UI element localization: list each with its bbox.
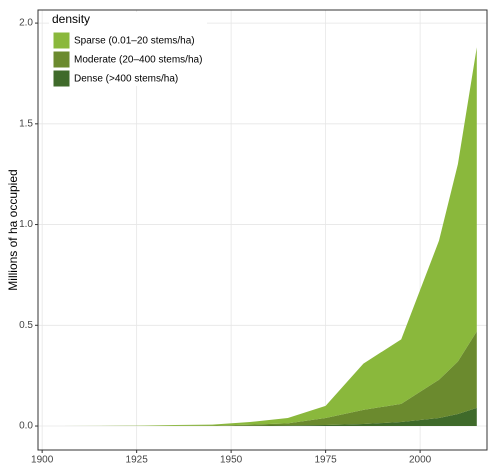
area	[61, 47, 477, 427]
y-axis-label: Millions of ha occupied	[6, 169, 20, 290]
legend-label: Moderate (20–400 stems/ha)	[74, 55, 202, 66]
area	[61, 331, 477, 427]
legend-label: Dense (>400 stems/ha)	[74, 74, 178, 85]
x-tick-label: 1900	[31, 455, 54, 466]
y-tick-label: 2.0	[19, 18, 33, 29]
legend-key	[52, 50, 71, 69]
y-tick-label: 1.5	[19, 118, 33, 129]
area	[61, 407, 477, 427]
x-tick-label: 1975	[314, 455, 337, 466]
legend-key	[52, 69, 71, 88]
y-tick-label: 1.0	[19, 219, 33, 230]
legend-title: density	[52, 12, 90, 26]
legend-label: Sparse (0.01–20 stems/ha)	[74, 36, 195, 47]
x-tick-label: 1950	[220, 455, 243, 466]
legend-key	[52, 31, 71, 50]
x-tick-label: 1925	[126, 455, 149, 466]
y-tick-label: 0.0	[19, 421, 33, 432]
legend-box	[49, 12, 207, 86]
plot-border	[37, 9, 488, 451]
y-tick-label: 0.5	[19, 320, 33, 331]
x-tick-label: 2000	[409, 455, 432, 466]
